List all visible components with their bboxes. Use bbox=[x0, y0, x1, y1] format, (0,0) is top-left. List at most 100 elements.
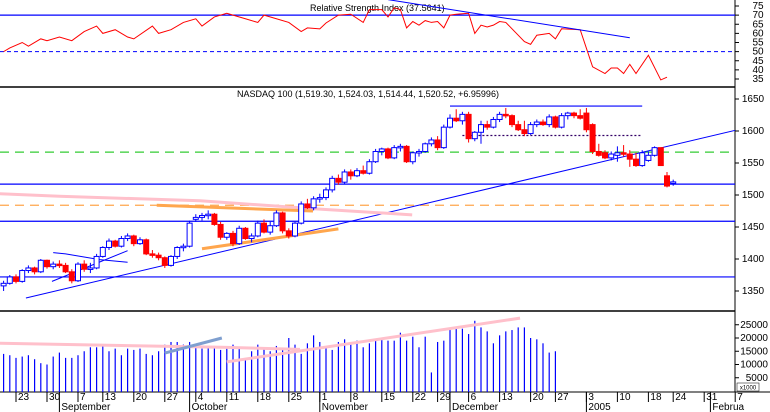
month-label: December bbox=[452, 402, 499, 412]
candle-body bbox=[192, 216, 199, 220]
candle bbox=[267, 221, 274, 235]
candle-body bbox=[360, 170, 367, 174]
candle bbox=[155, 252, 162, 261]
month-label: 2005 bbox=[588, 402, 611, 412]
candle bbox=[248, 233, 255, 243]
price-tick-label: 1500 bbox=[742, 190, 765, 201]
volume-tick-label: 15000 bbox=[740, 346, 768, 357]
candle bbox=[137, 237, 143, 245]
candle-body bbox=[199, 214, 205, 218]
candle bbox=[478, 120, 484, 144]
candle bbox=[273, 210, 280, 227]
month-label: October bbox=[192, 402, 228, 412]
day-tick-label: 1 bbox=[322, 392, 328, 403]
candle bbox=[118, 235, 125, 248]
rsi-tick-label: 65 bbox=[752, 19, 764, 30]
day-tick-label: 18 bbox=[650, 392, 662, 403]
candle-body bbox=[372, 150, 379, 163]
candle bbox=[366, 159, 373, 175]
candle bbox=[93, 253, 100, 270]
candle-body bbox=[428, 139, 435, 145]
day-tick-label: 10 bbox=[619, 392, 631, 403]
candle bbox=[614, 146, 621, 162]
volume-panel bbox=[0, 316, 557, 392]
candle-body bbox=[447, 117, 453, 128]
support-trendline bbox=[25, 129, 735, 299]
candle-body bbox=[409, 152, 416, 163]
candle-body bbox=[403, 145, 410, 163]
candle-body bbox=[496, 113, 503, 120]
candle-body bbox=[422, 143, 429, 152]
candle-body bbox=[230, 232, 236, 245]
candle bbox=[664, 171, 670, 188]
candle-body bbox=[248, 235, 255, 240]
candle-body bbox=[583, 112, 590, 131]
candle-body bbox=[595, 150, 602, 156]
candle-body bbox=[62, 264, 69, 273]
candle-body bbox=[223, 232, 230, 238]
candle bbox=[583, 107, 590, 133]
day-tick-label: 7 bbox=[80, 392, 86, 403]
candle-body bbox=[316, 197, 323, 200]
candle bbox=[372, 148, 379, 163]
candle bbox=[626, 150, 633, 167]
candle bbox=[347, 169, 354, 180]
price-tick-label: 1400 bbox=[742, 254, 765, 265]
candle bbox=[533, 119, 540, 128]
candle bbox=[354, 168, 360, 178]
candle bbox=[552, 115, 559, 129]
candle bbox=[124, 233, 131, 242]
candle bbox=[323, 187, 329, 201]
candle bbox=[87, 262, 94, 274]
candle bbox=[223, 232, 230, 240]
candle bbox=[174, 246, 181, 259]
candle bbox=[230, 230, 236, 247]
steelblue-volume bbox=[164, 336, 223, 355]
candle-body bbox=[465, 113, 472, 140]
day-tick-label: 30 bbox=[49, 392, 61, 403]
candle bbox=[298, 201, 305, 225]
candle bbox=[329, 175, 336, 193]
rsi-tick-label: 70 bbox=[752, 10, 764, 21]
candle bbox=[242, 227, 249, 240]
candle bbox=[515, 120, 522, 131]
candle bbox=[161, 256, 168, 268]
candle-body bbox=[118, 238, 125, 247]
candle-body bbox=[149, 253, 156, 256]
candle-body bbox=[385, 148, 391, 159]
candle-body bbox=[515, 124, 522, 131]
rsi-tick-label: 60 bbox=[752, 28, 764, 39]
candle bbox=[37, 259, 44, 274]
candle bbox=[261, 219, 267, 234]
candle bbox=[564, 111, 571, 120]
candle-body bbox=[279, 212, 286, 232]
rsi-line bbox=[3, 7, 668, 81]
candle bbox=[106, 238, 112, 251]
price-title: NASDAQ 100 (1,519.30, 1,524.03, 1,514.44… bbox=[237, 89, 499, 99]
day-tick-label: 27 bbox=[167, 392, 179, 403]
price-tick-label: 1450 bbox=[742, 222, 765, 233]
candle-body bbox=[304, 203, 311, 209]
candle-body bbox=[347, 171, 354, 177]
candle bbox=[484, 120, 491, 130]
candle-body bbox=[211, 213, 218, 225]
month-label: Februa bbox=[712, 402, 744, 412]
candle-body bbox=[397, 145, 404, 149]
candle-body bbox=[651, 147, 658, 156]
candle bbox=[285, 228, 292, 239]
candle-body bbox=[484, 124, 491, 128]
triangle-top bbox=[53, 252, 128, 263]
day-tick-label: 6 bbox=[471, 392, 477, 403]
candle bbox=[335, 174, 342, 185]
candle bbox=[509, 114, 515, 128]
candle-body bbox=[106, 240, 112, 248]
candle bbox=[316, 193, 323, 203]
rsi-tick-label: 40 bbox=[752, 65, 764, 76]
candle-body bbox=[143, 239, 150, 255]
candle-body bbox=[93, 255, 100, 269]
candle-body bbox=[502, 113, 509, 117]
candle bbox=[540, 119, 546, 126]
candle-body bbox=[626, 153, 633, 160]
rsi-tick-label: 35 bbox=[752, 74, 764, 85]
candle bbox=[434, 136, 441, 151]
